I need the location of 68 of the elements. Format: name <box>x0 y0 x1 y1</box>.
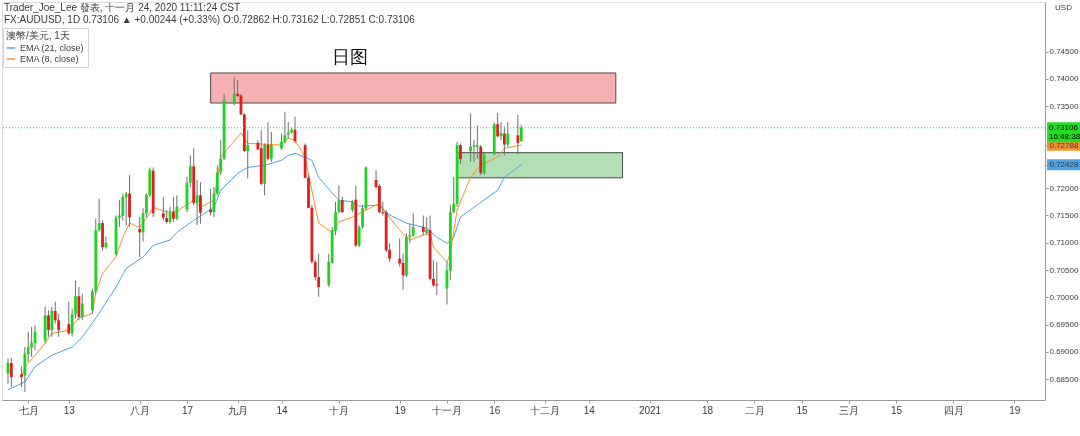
x-tick-label: 九月 <box>228 404 249 416</box>
x-tick-label: 三月 <box>839 404 860 416</box>
candlestick <box>175 194 179 221</box>
y-tick-label: 0.69500 <box>1049 320 1079 330</box>
candlestick <box>459 142 462 165</box>
legend-title: 澳幣/美元, 1天 <box>6 30 70 41</box>
candlestick <box>30 326 34 358</box>
x-tick-label: 15 <box>891 404 903 416</box>
x-tick-label: 17 <box>181 404 194 416</box>
x-tick-label: 十一月 <box>432 404 463 416</box>
x-tick-label: 七月 <box>18 404 39 416</box>
candlestick <box>482 151 486 176</box>
ref-line-label: 0.73106 <box>1049 122 1079 132</box>
candlestick <box>97 198 101 233</box>
x-tick-label: 二月 <box>744 404 765 416</box>
x-tick-label: 四月 <box>943 404 964 416</box>
candlestick <box>128 174 131 228</box>
x-tick-label: 15 <box>796 404 809 416</box>
y-tick-label: 0.69000 <box>1049 347 1079 357</box>
candlestick <box>138 216 142 258</box>
candlestick <box>67 301 71 336</box>
candlestick <box>502 125 506 156</box>
y-tick-label: 0.72428 <box>1049 160 1079 170</box>
legend-label: EMA (21, close) <box>20 43 84 53</box>
text: 16:48:38 <box>1049 131 1080 141</box>
candlestick <box>246 129 250 179</box>
y-tick-label: 0.73500 <box>1049 101 1079 111</box>
candlestick <box>199 181 202 225</box>
candlestick <box>421 214 425 236</box>
x-tick-label: 16 <box>489 404 501 416</box>
candlestick <box>232 76 236 106</box>
candlestick <box>269 131 273 163</box>
candlestick <box>209 188 212 216</box>
candlestick <box>80 293 84 321</box>
x-tick-label: 八月 <box>130 404 151 416</box>
x-tick-label: 14 <box>583 404 596 416</box>
legend-label: EMA (8, close) <box>20 54 79 64</box>
y-tick-label: 0.72788 <box>1049 140 1079 150</box>
candlestick <box>23 346 27 393</box>
candlestick <box>50 306 54 338</box>
candlestick <box>496 112 500 138</box>
y-tick-label: 0.70000 <box>1049 292 1079 302</box>
y-tick-label: 0.72000 <box>1049 183 1079 193</box>
x-tick-label: 十月 <box>329 404 350 416</box>
x-tick-label: 14 <box>276 404 288 416</box>
x-tick-label: 19 <box>394 404 407 416</box>
annotation: Trader_Joe_Lee 發表, 十一月 24, 2020 11:11:24 CST <box>4 2 241 13</box>
x-tick-label: 2021 <box>638 404 662 416</box>
y-tick-label: 0.68500 <box>1049 374 1079 384</box>
candlestick <box>161 196 165 221</box>
text: 日图 <box>332 47 368 67</box>
y-tick-label: 0.71500 <box>1049 210 1079 220</box>
x-tick-label: 18 <box>701 404 714 416</box>
candlestick <box>47 309 50 338</box>
y-tick-label: 0.70500 <box>1049 265 1079 275</box>
candlestick <box>435 261 439 296</box>
candlestick <box>172 196 175 223</box>
annotation: FX:AUDUSD, 1D 0.73106 ▲ +0.00244 (+0.33%) O:0.72862 H:0.73162 L:0.72851 C:0.73106 <box>4 14 416 25</box>
candlestick <box>411 212 415 238</box>
y-tick-label: 0.74500 <box>1049 47 1079 57</box>
candlestick <box>9 357 13 388</box>
y-tick-label: 0.74000 <box>1049 74 1079 84</box>
x-tick-label: 13 <box>63 404 76 416</box>
x-tick-label: 十二月 <box>530 404 561 416</box>
candlestick <box>317 253 321 298</box>
y-tick-label: 0.71000 <box>1049 238 1079 248</box>
y-axis-title: USD <box>1055 2 1073 12</box>
x-tick-label: 19 <box>1009 404 1021 416</box>
